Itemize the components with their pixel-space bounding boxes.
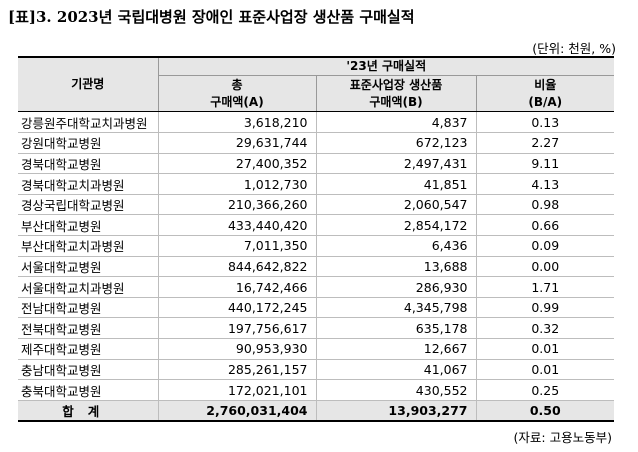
table-row: 충남대학교병원 285,261,157 41,067 0.01 [18,359,615,381]
org-name-cell: 경북대학교병원 [18,153,158,175]
total-amount-cell: 844,642,822 [157,256,316,278]
table-row: 서울대학교치과병원 16,742,466 286,930 1.71 [18,276,615,298]
std-amount-cell: 286,930 [315,276,476,298]
org-name-cell: 서울대학교치과병원 [18,276,158,298]
table-row: 강릉원주대학교치과병원 3,618,210 4,837 0.13 [18,111,615,133]
ratio-cell: 2.27 [475,132,615,154]
table-row: 충북대학교병원 172,021,101 430,552 0.25 [18,379,615,401]
ratio-cell: 9.11 [475,153,615,175]
ratio-cell: 0.09 [475,235,615,257]
total-amount-cell: 172,021,101 [157,379,316,401]
org-name-cell: 서울대학교병원 [18,256,158,278]
total-amount-cell: 7,011,350 [157,235,316,257]
std-amount-cell: 4,345,798 [315,297,476,319]
total-amount-cell: 90,953,930 [157,338,316,360]
total-amount-cell: 285,261,157 [157,359,316,381]
total-amount-cell: 197,756,617 [157,317,316,340]
unit-note: (단위: 천원, %) [532,41,616,56]
table-row: 경북대학교치과병원 1,012,730 41,851 4.13 [18,173,615,195]
header-org: 기관명 [18,56,158,113]
source-note: (자료: 고용노동부) [513,430,612,445]
org-name-cell: 부산대학교병원 [18,214,158,237]
ratio-cell: 0.00 [475,256,615,278]
header-group: '23년 구매실적 [157,56,615,77]
table-row: 전남대학교병원 440,172,245 4,345,798 0.99 [18,297,615,319]
table-row: 전북대학교병원 197,756,617 635,178 0.32 [18,317,615,340]
ratio-cell: 0.25 [475,379,615,401]
header-total-line1: 총 [231,77,243,92]
header-std-line1: 표준사업장 생산품 [349,77,443,92]
ratio-cell: 1.71 [475,276,615,298]
std-amount-cell: 13,688 [315,256,476,278]
std-amount-cell: 672,123 [315,132,476,154]
header-ratio-line2: (B/A) [528,94,563,109]
std-amount-cell: 2,497,431 [315,153,476,175]
header-ratio-line1: 비율 [534,77,557,92]
ratio-cell: 4.13 [475,173,615,195]
total-ratio: 0.50 [475,400,615,422]
total-amount-cell: 1,012,730 [157,173,316,195]
table-row: 제주대학교병원 90,953,930 12,667 0.01 [18,338,615,360]
header-std-line2: 구매액(B) [369,94,423,109]
table-row: 경상국립대학교병원 210,366,260 2,060,547 0.98 [18,194,615,216]
std-amount-cell: 635,178 [315,317,476,340]
ratio-cell: 0.99 [475,297,615,319]
ratio-cell: 0.98 [475,194,615,216]
org-name-cell: 부산대학교치과병원 [18,235,158,257]
org-name-cell: 강원대학교병원 [18,132,158,154]
std-amount-cell: 4,837 [315,111,476,133]
org-name-cell: 경상국립대학교병원 [18,194,158,216]
header-std: 표준사업장 생산품 구매액(B) [315,75,476,113]
total-amount-cell: 3,618,210 [157,111,316,133]
total-row: 합계 2,760,031,404 13,903,277 0.50 [18,400,615,422]
total-std-amount: 13,903,277 [315,400,476,422]
total-amount: 2,760,031,404 [157,400,316,422]
table-row: 경북대학교병원 27,400,352 2,497,431 9.11 [18,153,615,175]
org-name-cell: 강릉원주대학교치과병원 [18,111,158,133]
ratio-cell: 0.01 [475,338,615,360]
org-name-cell: 전북대학교병원 [18,317,158,340]
ratio-cell: 0.01 [475,359,615,381]
total-amount-cell: 16,742,466 [157,276,316,298]
ratio-cell: 0.13 [475,111,615,133]
org-name-cell: 충북대학교병원 [18,379,158,401]
std-amount-cell: 2,060,547 [315,194,476,216]
table-row: 부산대학교치과병원 7,011,350 6,436 0.09 [18,235,615,257]
ratio-cell: 0.66 [475,214,615,237]
table-row: 부산대학교병원 433,440,420 2,854,172 0.66 [18,214,615,237]
std-amount-cell: 430,552 [315,379,476,401]
std-amount-cell: 2,854,172 [315,214,476,237]
header-total: 총 구매액(A) [157,75,316,113]
org-name-cell: 충남대학교병원 [18,359,158,381]
std-amount-cell: 41,067 [315,359,476,381]
total-amount-cell: 210,366,260 [157,194,316,216]
total-label: 합계 [18,400,158,422]
total-amount-cell: 27,400,352 [157,153,316,175]
org-name-cell: 전남대학교병원 [18,297,158,319]
header-total-line2: 구매액(A) [210,94,264,109]
total-amount-cell: 433,440,420 [157,214,316,237]
header-ratio: 비율 (B/A) [475,75,615,113]
org-name-cell: 경북대학교치과병원 [18,173,158,195]
total-amount-cell: 29,631,744 [157,132,316,154]
table-row: 서울대학교병원 844,642,822 13,688 0.00 [18,256,615,278]
std-amount-cell: 41,851 [315,173,476,195]
table-row: 강원대학교병원 29,631,744 672,123 2.27 [18,132,615,154]
total-amount-cell: 440,172,245 [157,297,316,319]
std-amount-cell: 12,667 [315,338,476,360]
std-amount-cell: 6,436 [315,235,476,257]
ratio-cell: 0.32 [475,317,615,340]
org-name-cell: 제주대학교병원 [18,338,158,360]
purchase-table: 기관명 '23년 구매실적 총 구매액(A) 표준사업장 생산품 구매액(B) … [18,56,615,422]
document-title: [표]3. 2023년 국립대병원 장애인 표준사업장 생산품 구매실적 [8,8,415,26]
